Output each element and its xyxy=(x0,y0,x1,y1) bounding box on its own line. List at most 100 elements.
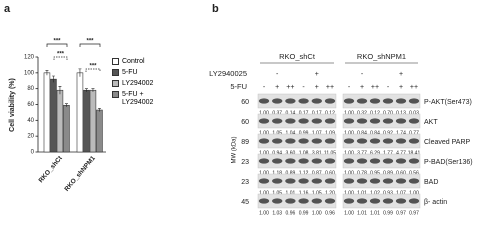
legend-item: LY294002 xyxy=(112,80,167,88)
treatment-sign: ++ xyxy=(410,84,418,91)
blot-band xyxy=(395,198,407,204)
density-value: 1.01 xyxy=(370,210,380,216)
blot-band xyxy=(356,178,368,184)
significance-label: *** xyxy=(53,39,61,45)
density-value: 0.77 xyxy=(409,130,419,136)
density-value: 1.05 xyxy=(312,190,322,196)
treatment-sign: ++ xyxy=(326,84,334,91)
legend-item: 5-FU + LY294002 xyxy=(112,91,167,107)
density-value: 1.00 xyxy=(344,170,354,176)
legend-item: 5-FU xyxy=(112,69,167,77)
y-tick-label: 0 xyxy=(31,150,35,156)
significance-label: *** xyxy=(89,64,97,70)
protein-label: β- actin xyxy=(424,199,447,206)
density-value: 1.05 xyxy=(272,130,282,136)
blot-band xyxy=(272,98,283,104)
blot-band xyxy=(343,98,355,104)
blot-band xyxy=(258,138,270,144)
density-value: 1.00 xyxy=(344,150,354,156)
blot-band xyxy=(298,158,309,164)
density-value: 1.01 xyxy=(286,190,296,196)
treatment-sign: + xyxy=(399,71,403,78)
y-tick-label: 120 xyxy=(24,55,35,61)
blot-band xyxy=(356,118,368,124)
treatment-label: 5-FU xyxy=(230,82,247,91)
mw-label: MW (kDa) xyxy=(232,137,238,164)
x-tick-label: RKO_shCt xyxy=(38,154,65,184)
blot-band xyxy=(356,158,368,164)
density-value: 1.07 xyxy=(396,190,406,196)
density-value: 1.09 xyxy=(325,130,335,136)
density-value: 1.03 xyxy=(272,210,282,216)
bar xyxy=(43,72,51,153)
density-value: 0.94 xyxy=(272,150,282,156)
protein-label: Cleaved PARP xyxy=(424,139,471,146)
blot-band xyxy=(311,198,322,204)
legend-label: 5-FU xyxy=(122,69,138,76)
blot-band xyxy=(369,98,381,104)
error-bar xyxy=(58,85,62,95)
group-label: RKO_shCt xyxy=(279,52,316,61)
density-value: 1.07 xyxy=(312,130,322,136)
treatment-sign: ++ xyxy=(371,84,379,91)
density-value: 1.05 xyxy=(272,190,282,196)
blot-band xyxy=(382,198,394,204)
blot-band xyxy=(298,178,309,184)
blot-band xyxy=(408,118,420,124)
page: a b Cell viability (%) MW (kDa) 0 20 40 60 8… xyxy=(4,2,473,217)
density-value: 1.16 xyxy=(299,190,309,196)
density-value: 0.78 xyxy=(357,170,367,176)
blot-band xyxy=(356,198,368,204)
blot-band xyxy=(311,98,322,104)
blot-strip xyxy=(257,173,337,189)
blot-band xyxy=(395,118,407,124)
treatment-sign: + xyxy=(275,84,279,91)
density-value: 0.14 xyxy=(286,110,296,116)
blot-band xyxy=(408,158,420,164)
density-value: 1.01 xyxy=(357,190,367,196)
blot-band xyxy=(298,138,309,144)
protein-label: P-AKT(Ser473) xyxy=(424,99,472,106)
blot-band xyxy=(395,98,407,104)
figure: a b Cell viability (%) MW (kDa) 0 20 40 60 8… xyxy=(4,3,473,216)
treatment-sign: + xyxy=(360,84,364,91)
density-value: 3.60 xyxy=(286,150,296,156)
density-value: 0.17 xyxy=(312,110,322,116)
density-value: 0.12 xyxy=(370,110,380,116)
density-value: 1.74 xyxy=(396,130,406,136)
density-value: 18.41 xyxy=(408,150,421,156)
blot-band xyxy=(382,158,394,164)
density-value: 1.08 xyxy=(299,150,309,156)
y-tick-label: 100 xyxy=(24,70,35,76)
treatment-sign: + xyxy=(315,71,319,78)
blot-strip xyxy=(257,153,337,169)
density-value: 1.00 xyxy=(259,110,269,116)
density-value: 0.96 xyxy=(286,210,296,216)
density-value: 0.84 xyxy=(357,130,367,136)
density-value: 1.18 xyxy=(272,170,282,176)
blot-band xyxy=(369,118,381,124)
blot-band xyxy=(324,198,336,204)
blot-band xyxy=(395,158,407,164)
legend-label: Control xyxy=(122,58,145,65)
blot-band xyxy=(324,138,336,144)
error-bar xyxy=(45,70,49,76)
blot-band xyxy=(343,158,355,164)
blot-band xyxy=(285,98,296,104)
legend-swatch xyxy=(112,58,119,65)
density-value: 0.99 xyxy=(299,210,309,216)
error-bar xyxy=(64,103,68,107)
density-value: 0.12 xyxy=(325,110,335,116)
density-value: 1.01 xyxy=(357,210,367,216)
treatment-sign: - xyxy=(361,71,364,78)
density-value: 1.02 xyxy=(370,190,380,196)
blot-band xyxy=(324,118,336,124)
blot-band xyxy=(356,98,368,104)
density-value: 0.89 xyxy=(383,170,393,176)
mw-value: 60 xyxy=(241,119,249,126)
bar xyxy=(83,89,90,153)
bar xyxy=(96,109,103,153)
treatment-sign: - xyxy=(276,71,279,78)
density-value: 1.20 xyxy=(325,190,335,196)
error-bar xyxy=(51,75,55,83)
